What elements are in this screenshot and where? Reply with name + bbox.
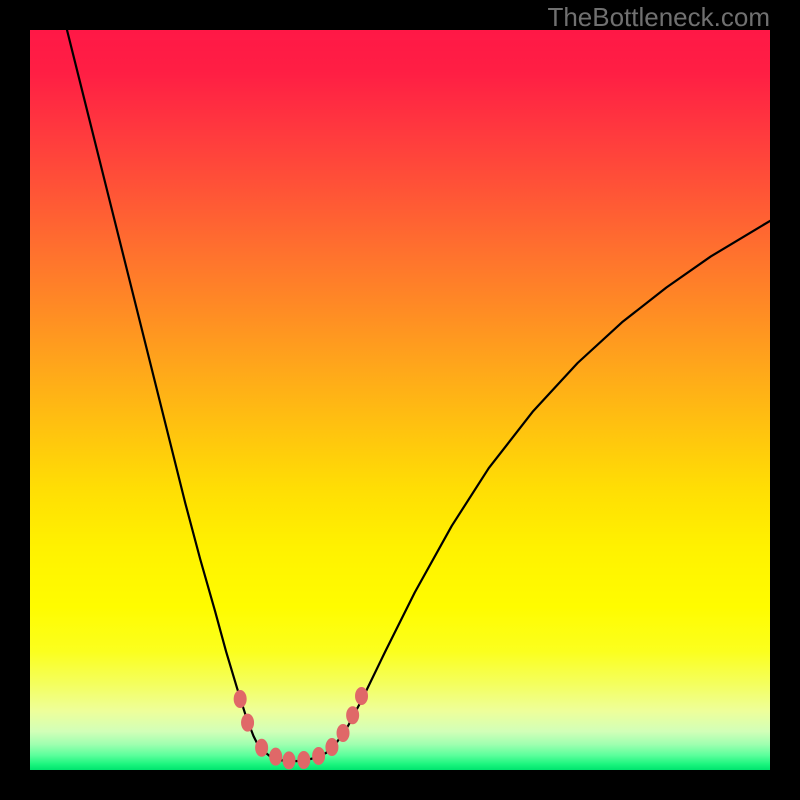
curve-marker	[255, 739, 268, 757]
watermark-text: TheBottleneck.com	[547, 2, 770, 33]
curve-marker	[312, 747, 325, 765]
chart-svg	[30, 30, 770, 770]
curve-marker	[269, 748, 282, 766]
curve-marker	[355, 687, 368, 705]
curve-marker	[283, 751, 296, 769]
chart-background	[30, 30, 770, 770]
chart-plot-area	[30, 30, 770, 770]
curve-marker	[297, 751, 310, 769]
curve-marker	[325, 738, 338, 756]
curve-marker	[234, 690, 247, 708]
curve-marker	[346, 706, 359, 724]
curve-marker	[241, 714, 254, 732]
curve-marker	[337, 724, 350, 742]
